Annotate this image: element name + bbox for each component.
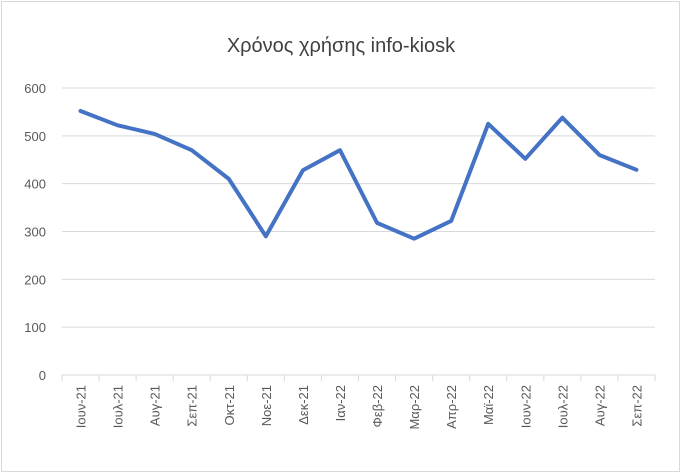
x-tick-label: Ιουλ-22 — [555, 385, 570, 428]
x-tick-label: Ιαν-22 — [333, 385, 348, 421]
x-tick-label: Νοε-21 — [259, 385, 274, 426]
x-tick-label: Μαρ-22 — [407, 385, 422, 430]
x-tick-label: Απρ-22 — [444, 385, 459, 429]
chart-title: Χρόνος χρήσης info-kiosk — [227, 35, 456, 57]
y-tick-label: 100 — [24, 320, 46, 335]
y-tick-label: 300 — [24, 225, 46, 240]
y-tick-label: 400 — [24, 177, 46, 192]
y-tick-label: 0 — [39, 368, 46, 383]
x-tick-label: Σεπ-21 — [185, 385, 200, 427]
x-tick-label: Ιουν-21 — [74, 385, 89, 428]
x-tick-label: Οκτ-21 — [222, 385, 237, 426]
y-tick-label: 200 — [24, 272, 46, 287]
x-tick-label: Σεπ-22 — [629, 385, 644, 427]
x-tick-label: Φεβ-22 — [370, 385, 385, 427]
x-tick-label: Αυγ-22 — [592, 385, 607, 426]
x-tick-label: Μαϊ-22 — [481, 385, 496, 425]
x-tick-label: Αυγ-21 — [148, 385, 163, 426]
y-tick-label: 500 — [24, 129, 46, 144]
x-tick-label: Ιουλ-21 — [111, 385, 126, 428]
x-tick-label: Ιουν-22 — [518, 385, 533, 428]
line-series — [78, 108, 639, 241]
x-tick-label: Δεκ-21 — [296, 385, 311, 425]
y-tick-label: 600 — [24, 81, 46, 96]
